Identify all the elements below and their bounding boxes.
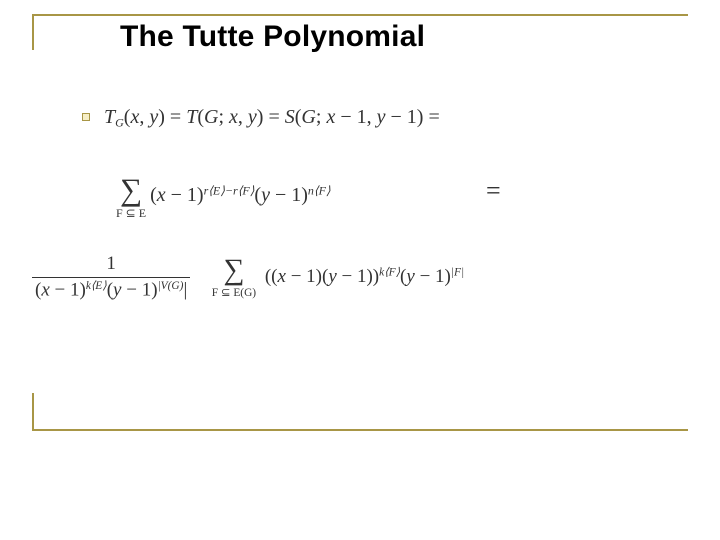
sum-symbol-2: ∑ F ⊆ E(G)	[212, 256, 256, 299]
slide-title: The Tutte Polynomial	[120, 20, 425, 54]
fraction: 1 (x − 1)k⟨E⟩(y − 1)|V(G)|	[32, 254, 190, 301]
sum-index-2: F ⊆ E(G)	[212, 288, 256, 299]
title-rule-top	[32, 14, 688, 16]
sum-index-1: F ⊆ E	[116, 207, 146, 219]
eq2-body: (x − 1)r⟨E⟩−r⟨F⟩(y − 1)n⟨F⟩	[150, 184, 331, 206]
bottom-rule-left-stub	[32, 393, 34, 429]
bullet-icon	[82, 113, 90, 121]
equation-line-2: ∑ F ⊆ E (x − 1)r⟨E⟩−r⟨F⟩(y − 1)n⟨F⟩ =	[116, 174, 331, 219]
bottom-rule	[32, 429, 688, 431]
slide-frame: The Tutte Polynomial TG(x, y) = T(G; x, …	[32, 14, 688, 444]
eq2-trailing-equals: =	[486, 176, 501, 206]
equation-line-1: TG(x, y) = T(G; x, y) = S(G; x − 1, y − …	[82, 106, 440, 131]
eq1-body: TG(x, y) = T(G; x, y) = S(G; x − 1, y − …	[104, 106, 440, 128]
fraction-numerator: 1	[32, 254, 190, 277]
eq3-body: ((x − 1)(y − 1))k⟨F⟩(y − 1)|F|	[265, 266, 464, 287]
sum-symbol-1: ∑ F ⊆ E	[116, 174, 146, 219]
equation-line-3: 1 (x − 1)k⟨E⟩(y − 1)|V(G)| ∑ F ⊆ E(G) ((…	[32, 254, 464, 301]
fraction-denominator: (x − 1)k⟨E⟩(y − 1)|V(G)|	[32, 278, 190, 301]
title-rule-left-stub	[32, 14, 34, 50]
